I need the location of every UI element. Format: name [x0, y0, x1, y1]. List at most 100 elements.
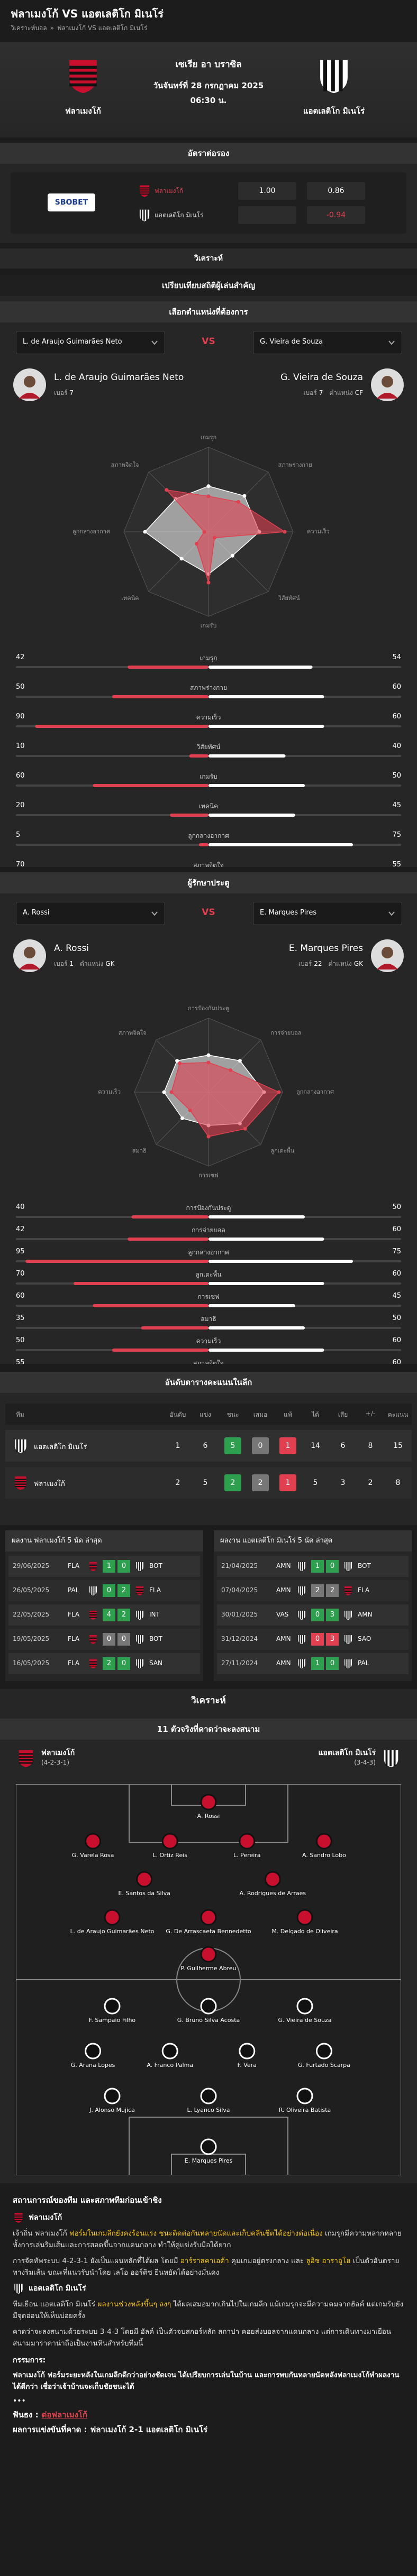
table-row: แอตเลติโก มิเนโร่ 1 6 5 0 1 14 6 8 15: [5, 1430, 412, 1462]
crest-stripe: [303, 1659, 304, 1668]
form-away-score: 0: [326, 1560, 339, 1573]
radar-point: [179, 557, 184, 561]
stat-bar-right: [208, 1260, 353, 1263]
crest-stripe: [89, 1564, 97, 1565]
player-label: L. Lyanco Silva: [187, 2107, 230, 2113]
radar-point: [165, 488, 169, 492]
form-date: 21/04/2025: [221, 1562, 258, 1569]
stat-right: 50: [392, 1203, 401, 1211]
crest-stripe: [393, 1750, 396, 1767]
radar-point: [238, 1059, 242, 1063]
player-dot: [200, 2088, 217, 2104]
crest-stripe: [301, 1659, 302, 1668]
table-cell: 8: [395, 1479, 401, 1487]
table-cell: 5: [224, 1437, 241, 1454]
table-cell: 8: [368, 1442, 373, 1450]
handicap-box: [238, 206, 296, 224]
stat-bar: [16, 754, 401, 758]
player-select[interactable]: G. Vieira de Souza: [253, 331, 402, 354]
odds-team: ฟลาเมงโก้: [155, 187, 184, 195]
radar-chart: การป้องกันประตูการจ่ายบอลลูกกลางอากาศลูก…: [98, 1005, 334, 1179]
player-label: A. Sandro Lobo: [302, 1852, 346, 1859]
stat-bar-left: [128, 666, 208, 669]
table-team: แอตเลติโก มิเนโร่: [34, 1443, 87, 1451]
crest-shape: [345, 1586, 352, 1595]
stat-bar-right: [208, 695, 324, 698]
radar-point: [206, 580, 211, 585]
table-cell: 2: [368, 1479, 373, 1487]
player-label: G. Arana Lopes: [71, 2062, 115, 2069]
player-select[interactable]: E. Marques Pires: [253, 902, 402, 925]
player-label: G. Vieira de Souza: [278, 2017, 332, 2024]
player-label: R. Oliveira Batista: [279, 2107, 331, 2113]
radar-point: [277, 1090, 281, 1094]
price-box: 0.86: [307, 182, 365, 200]
chevron: [388, 911, 395, 916]
lineup-title: 11 ตัวจริงที่คาดว่าจะลงสนาม: [0, 1719, 417, 1740]
crest-stripe: [339, 60, 343, 91]
text-segment: เจ้าถิ่น ฟลาเมงโก้: [13, 2229, 70, 2238]
form-row: 22/05/2025 FLA 4 2 INT: [8, 1604, 200, 1626]
form-away: BOT: [149, 1635, 162, 1642]
crest-stripe: [347, 1562, 349, 1571]
player-label: L. Pereira: [233, 1852, 261, 1859]
crest-stripe: [349, 1611, 351, 1619]
lineup-team: ฟลาเมงโก้ (4-2-3-1): [41, 1747, 75, 1766]
paragraph: เจ้าถิ่น ฟลาเมงโก้ ฟอร์มในเกมลีกยังคงร้อ…: [13, 2228, 404, 2251]
player-select[interactable]: A. Rossi: [16, 902, 165, 925]
position-label: ตำแหน่ง: [328, 960, 352, 967]
radar-point: [283, 530, 287, 534]
crest-stripe: [298, 1635, 300, 1644]
radar-point: [202, 530, 206, 534]
predicted-score: ผลการแข่งขันที่คาด : ฟลาเมงโก้ 2-1 แอตเลต…: [13, 2423, 404, 2436]
crest-stripe: [347, 1635, 349, 1644]
crest-stripe: [301, 1611, 302, 1619]
form-away-score: 0: [117, 1633, 130, 1646]
form-away: PAL: [358, 1659, 369, 1667]
page-title: ฟลาเมงโก้ VS แอตเลติโก มิเนโร่: [11, 7, 164, 20]
report-title: สถานการณ์ของทีม และสภาพทีมก่อนเข้าชิง: [13, 2195, 162, 2205]
stat-left: 55: [16, 1359, 25, 1364]
player-select[interactable]: L. de Araujo Guimarães Neto: [16, 331, 165, 354]
crest-stripe: [331, 60, 335, 91]
form-row: 26/05/2025 PAL 0 2 FLA: [8, 1580, 200, 1601]
form-home: FLA: [68, 1562, 80, 1569]
text-segment: การจัดทัพระบบ 4-2-3-1 ยังเป็นแผนหลักที่ไ…: [13, 2257, 180, 2265]
league-table: อันดับตารางคะแนนในลีก ทีม อันดับ แข่ง ชนะ เสม…: [0, 1372, 417, 1525]
crest-stripe: [303, 1611, 304, 1619]
home-crest: [139, 185, 150, 197]
crest-stripe: [15, 1483, 26, 1485]
form-away: AMN: [358, 1611, 373, 1618]
breadcrumb-item[interactable]: วิเคราะห์บอล: [11, 24, 47, 32]
stat-bar: [16, 1326, 401, 1329]
home-crest: [14, 2213, 23, 2223]
form-date: 16/05/2025: [13, 1659, 50, 1667]
player-label: L. Ortiz Reis: [152, 1852, 187, 1859]
crest-stripe: [301, 1562, 302, 1571]
form-away: INT: [149, 1611, 160, 1618]
crest-stripe: [146, 209, 148, 221]
stat-bar-right: [208, 1349, 324, 1352]
avatar-head: [24, 947, 35, 958]
avatar-body: [19, 393, 40, 399]
form-home-score: 1: [311, 1657, 324, 1670]
stat-label: สภาพจิตใจ: [193, 1360, 224, 1364]
number-label: เบอร์: [298, 960, 312, 967]
player-select-name: L. de Araujo Guimarães Neto: [23, 338, 122, 346]
crest-stripe: [345, 1591, 352, 1592]
form-home: FLA: [68, 1659, 80, 1667]
stat-bar-left: [25, 1260, 208, 1263]
stat-bar: [16, 1260, 401, 1263]
table-cell: 2: [224, 1474, 241, 1491]
crest-stripe: [345, 1593, 352, 1594]
stat-left: 20: [16, 801, 25, 809]
lineup-team: แอตเลติโก มิเนโร่ (3-4-3): [319, 1747, 376, 1766]
stat-label: ลูกกลางอากาศ: [188, 1249, 229, 1256]
pitch: A. Rossi G. Varela Rosa L. Ortiz Reis L. Pe…: [16, 1784, 401, 2175]
bookmaker[interactable]: SBOBET: [48, 193, 95, 211]
crest-shape: [136, 1586, 143, 1595]
match-time: 06:30 น.: [190, 96, 227, 105]
team-heading: แอตเลติโก มิเนโร่: [13, 2283, 404, 2294]
lineup-team-name: ฟลาเมงโก้: [41, 1749, 75, 1757]
table-column: แข่ง: [200, 1411, 211, 1418]
